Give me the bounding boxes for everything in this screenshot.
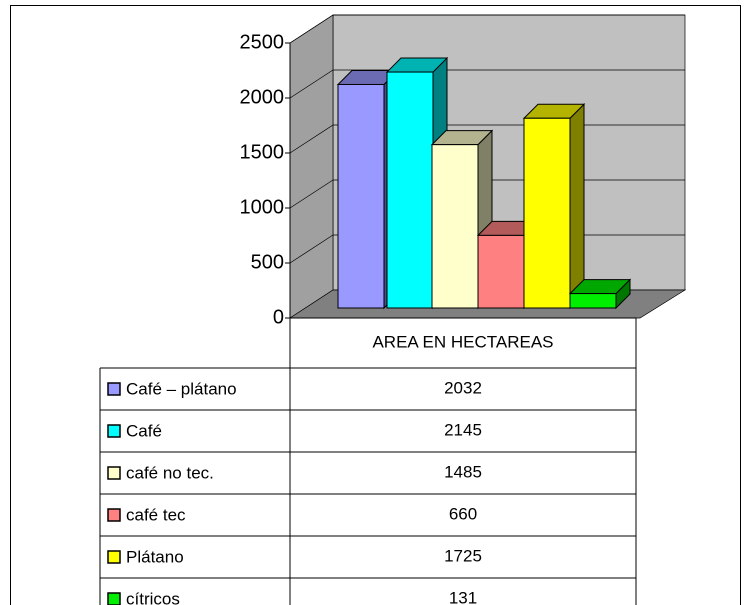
- legend-swatch: [107, 550, 121, 564]
- side-wall: [289, 14, 334, 319]
- legend-label: café tec: [126, 505, 186, 524]
- legend-swatch: [107, 508, 121, 522]
- y-tick-label: 1000: [240, 196, 285, 218]
- table-value: 1725: [444, 546, 482, 565]
- bar-front: [337, 83, 385, 309]
- y-tick-label: 2500: [240, 31, 285, 53]
- y-tick-label: 1500: [240, 141, 285, 163]
- table-value: 660: [449, 504, 477, 523]
- grid-line: [289, 179, 334, 209]
- legend-label: Café: [126, 421, 162, 440]
- bar-front: [523, 117, 571, 309]
- legend-label: Café – plátano: [126, 379, 237, 398]
- y-tick-label: 2000: [240, 86, 285, 108]
- grid-line: [289, 234, 334, 264]
- legend-swatch: [107, 592, 121, 605]
- legend-swatch: [107, 424, 121, 438]
- table-value: 2032: [444, 378, 482, 397]
- legend-swatch: [107, 466, 121, 480]
- table-value: 131: [449, 588, 477, 605]
- grid-line: [289, 14, 334, 44]
- grid-line: [289, 69, 334, 99]
- bar-front: [431, 144, 479, 309]
- legend-label: Plátano: [126, 547, 184, 566]
- legend-label: cítricos: [126, 589, 180, 605]
- legend-label: café no tec.: [126, 463, 214, 482]
- table-value: 2145: [444, 420, 482, 439]
- column-header: AREA EN HECTAREAS: [372, 332, 553, 351]
- table-value: 1485: [444, 462, 482, 481]
- bar-side: [569, 103, 585, 310]
- grid-line: [289, 124, 334, 154]
- legend-swatch: [107, 382, 121, 396]
- bar-front: [477, 234, 525, 309]
- bar-front: [569, 293, 617, 309]
- bar: [522, 103, 586, 310]
- bar-front: [386, 71, 434, 309]
- y-tick-label: 0: [273, 306, 284, 328]
- y-tick-label: 500: [251, 251, 284, 273]
- bar: [568, 278, 632, 310]
